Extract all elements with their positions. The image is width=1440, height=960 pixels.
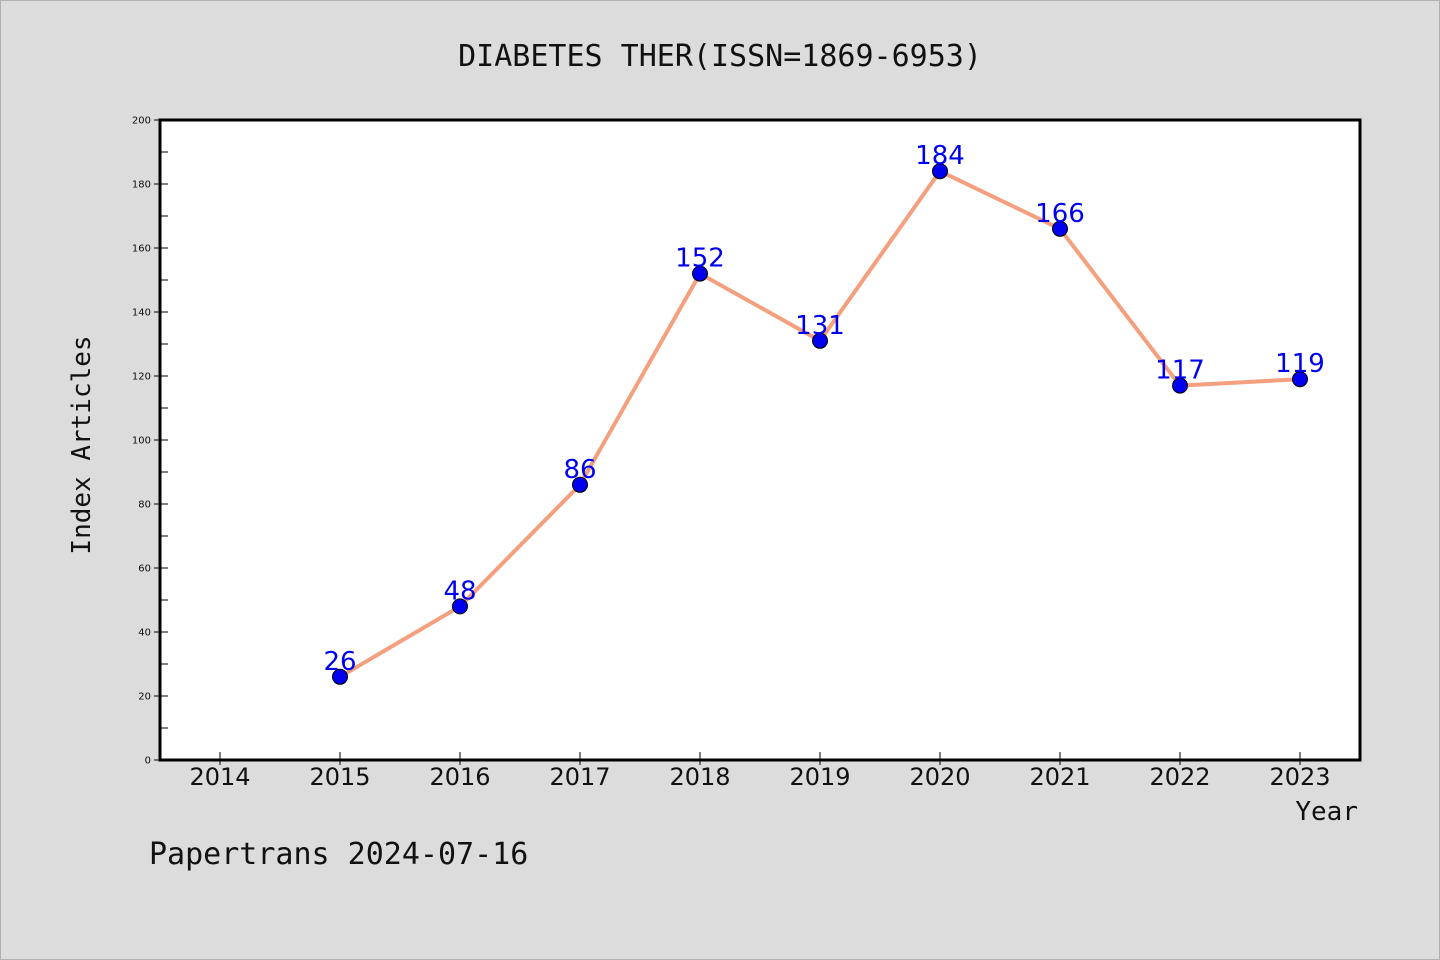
data-point [932,163,948,180]
data-point [332,668,348,685]
data-series: 26 48 86 152 131 184 166 117 119 [323,141,1325,685]
y-tick-label: 0 [145,756,151,767]
data-label: 86 [563,455,596,485]
y-tick-label: 140 [132,308,151,319]
data-label: 166 [1035,199,1085,229]
y-tick-label: 120 [132,372,151,383]
y-tick-label: 40 [138,628,151,639]
chart-title: DIABETES THER(ISSN=1869-6953) [458,39,982,74]
footer-text: Papertrans 2024-07-16 [149,837,528,872]
data-point [1052,220,1068,237]
x-tick-label: 2021 [1029,763,1090,791]
data-point [692,265,708,282]
data-label: 26 [323,647,356,677]
plot-area [158,118,1362,762]
y-tick-label: 200 [132,116,151,127]
data-label: 131 [795,311,845,341]
x-axis-label: Year [1295,797,1358,827]
data-point [572,476,588,493]
y-tick-label: 180 [132,180,151,191]
data-label: 48 [443,576,476,606]
data-point [812,332,828,349]
y-tick-label: 80 [138,500,151,511]
x-tick-label: 2019 [789,763,850,791]
x-tick-label: 2023 [1269,763,1330,791]
data-label: 119 [1275,349,1325,379]
x-tick-label: 2015 [309,763,370,791]
x-tick-label: 2017 [549,763,610,791]
x-tick-label: 2022 [1149,763,1210,791]
x-axis-ticks: 2014 2015 2016 2017 2018 2019 2020 2021 2022 2023 [189,752,1331,791]
y-axis-ticks: 0 20 40 60 80 100 120 140 160 180 200 [132,116,168,767]
x-tick-label: 2020 [909,763,970,791]
data-point [1172,377,1188,394]
data-point [1292,371,1308,388]
x-tick-label: 2016 [429,763,490,791]
y-tick-label: 160 [132,244,151,255]
x-tick-label: 2014 [189,763,250,791]
x-tick-label: 2018 [669,763,730,791]
data-point [452,598,468,615]
y-axis-label: Index Articles [67,335,97,554]
data-label: 152 [675,244,725,274]
data-label: 184 [915,141,965,171]
y-tick-label: 60 [138,564,151,575]
y-tick-label: 20 [138,692,151,703]
data-label: 117 [1155,356,1205,386]
y-tick-label: 100 [132,436,151,447]
